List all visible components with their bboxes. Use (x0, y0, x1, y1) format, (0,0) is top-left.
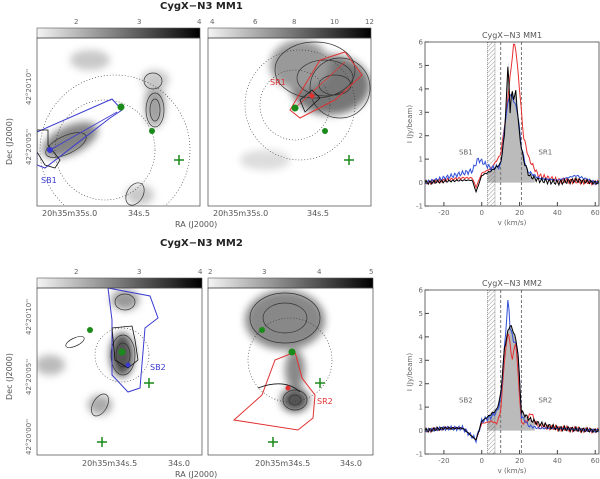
x-axis-label: v (km/s) (498, 467, 527, 475)
spectrum-mm2: -20 0 20 40 60 -1 0 1 2 3 4 5 6 CygX−N3 MM2 v (km/s) I … (406, 279, 600, 475)
cb-tick: 4 (198, 268, 203, 276)
y-axis-label: I (Jy/beam) (406, 105, 414, 143)
ra-tick: 20h35m34s.5 (82, 459, 137, 468)
cb-tick: 8 (292, 18, 296, 26)
dec-tick: 42°20'10'' (25, 299, 33, 335)
region-label-sr1: SR1 (270, 78, 286, 87)
region-label-sb2: SB2 (150, 363, 166, 372)
series-line (424, 324, 600, 441)
y-tick-label: 1 (419, 156, 423, 164)
region-label-sb1: SB1 (41, 176, 57, 185)
cb-tick: 3 (262, 268, 266, 276)
y-tick-label: 5 (419, 62, 423, 70)
dec-axis-label: Dec (J2000) (5, 353, 14, 400)
x-tick-label: 40 (553, 209, 562, 217)
row1-title: CygX−N3 MM1 (160, 1, 243, 12)
y-tick-label: 3 (419, 109, 423, 117)
y-axis-label: I (Jy/beam) (406, 353, 414, 391)
shaded-area (487, 60, 535, 183)
cb-tick: 2 (74, 18, 78, 26)
annotation-blue: SB2 (459, 396, 473, 404)
dec-tick: 42°20'10'' (25, 69, 33, 105)
series-line (424, 66, 600, 194)
dec-tick: 42°20'05'' (25, 359, 33, 395)
y-tick-label: 1 (419, 404, 423, 412)
dec-tick: 42°20'00'' (25, 419, 33, 455)
chart-title: CygX−N3 MM2 (482, 279, 542, 288)
x-tick-label: -20 (438, 457, 449, 465)
hatched-band (487, 289, 496, 455)
annotation-blue: SB1 (459, 148, 473, 156)
x-tick-label: 60 (591, 209, 600, 217)
y-tick-label: 6 (419, 287, 424, 295)
y-tick-label: 0 (419, 179, 423, 187)
x-tick-label: 20 (515, 457, 524, 465)
y-tick-label: 5 (419, 310, 423, 318)
ra-tick: 34s.0 (340, 459, 362, 468)
plot-frame (424, 289, 600, 455)
chart-title: CygX−N3 MM1 (482, 31, 542, 40)
map-mm2-left (37, 288, 159, 447)
map-mm1-right (240, 40, 371, 170)
dec-tick: 42°20'05'' (25, 129, 33, 165)
map-mm1-left (37, 50, 191, 206)
y-tick-label: 4 (419, 333, 424, 341)
spectrum-mm1: -20 0 20 40 60 -1 0 1 2 3 4 5 6 CygX−N3 MM1 v (km/s) I … (406, 31, 600, 227)
colorbar-mm2-left (36, 277, 203, 289)
colorbar-mm2-right (207, 277, 374, 289)
cb-tick: 4 (317, 268, 322, 276)
x-tick-label: 20 (515, 209, 524, 217)
cb-tick: 4 (197, 18, 202, 26)
map-mm2-right (232, 290, 333, 447)
colorbar-mm1-right (207, 27, 372, 39)
x-axis-label: v (km/s) (498, 219, 527, 227)
y-tick-label: 4 (419, 85, 424, 93)
y-tick-label: 2 (419, 132, 423, 140)
cb-tick: 2 (208, 268, 212, 276)
cb-tick: 10 (330, 18, 339, 26)
x-tick-label: -20 (438, 209, 449, 217)
cb-tick: 5 (369, 268, 373, 276)
row2-title: CygX−N3 MM2 (160, 238, 243, 249)
y-tick-label: 2 (419, 380, 423, 388)
ra-axis-label: RA (J2000) (175, 220, 217, 229)
cb-tick: 3 (137, 18, 141, 26)
cb-tick: 4 (210, 18, 215, 26)
y-tick-label: -1 (416, 451, 423, 459)
y-tick-label: 0 (419, 427, 423, 435)
x-tick-label: 0 (480, 209, 484, 217)
ra-axis-label: RA (J2000) (175, 470, 217, 479)
y-tick-label: 3 (419, 357, 423, 365)
annotation-red: SR2 (538, 396, 552, 404)
x-tick-label: 40 (553, 457, 562, 465)
cb-tick: 2 (74, 268, 78, 276)
ra-tick: 20h35m35s.0 (213, 209, 268, 218)
dec-axis-label: Dec (J2000) (5, 118, 14, 165)
x-tick-label: 0 (480, 457, 484, 465)
colorbar-mm1-left (36, 27, 201, 39)
x-tick-label: 60 (591, 457, 600, 465)
plot-frame (424, 41, 600, 207)
ra-tick: 34s.5 (307, 209, 329, 218)
annotation-red: SR1 (538, 148, 552, 156)
y-tick-label: -1 (416, 203, 423, 211)
ra-tick: 20h35m34s.5 (255, 459, 310, 468)
region-label-sr2: SR2 (317, 397, 333, 406)
y-tick-label: 6 (419, 39, 424, 47)
cb-tick: 6 (253, 18, 258, 26)
cb-tick: 12 (365, 18, 374, 26)
hatched-band (487, 41, 496, 207)
ra-tick: 20h35m35s.0 (42, 209, 97, 218)
ra-tick: 34s.0 (168, 459, 190, 468)
ra-tick: 34s.5 (128, 209, 150, 218)
cb-tick: 3 (137, 268, 141, 276)
